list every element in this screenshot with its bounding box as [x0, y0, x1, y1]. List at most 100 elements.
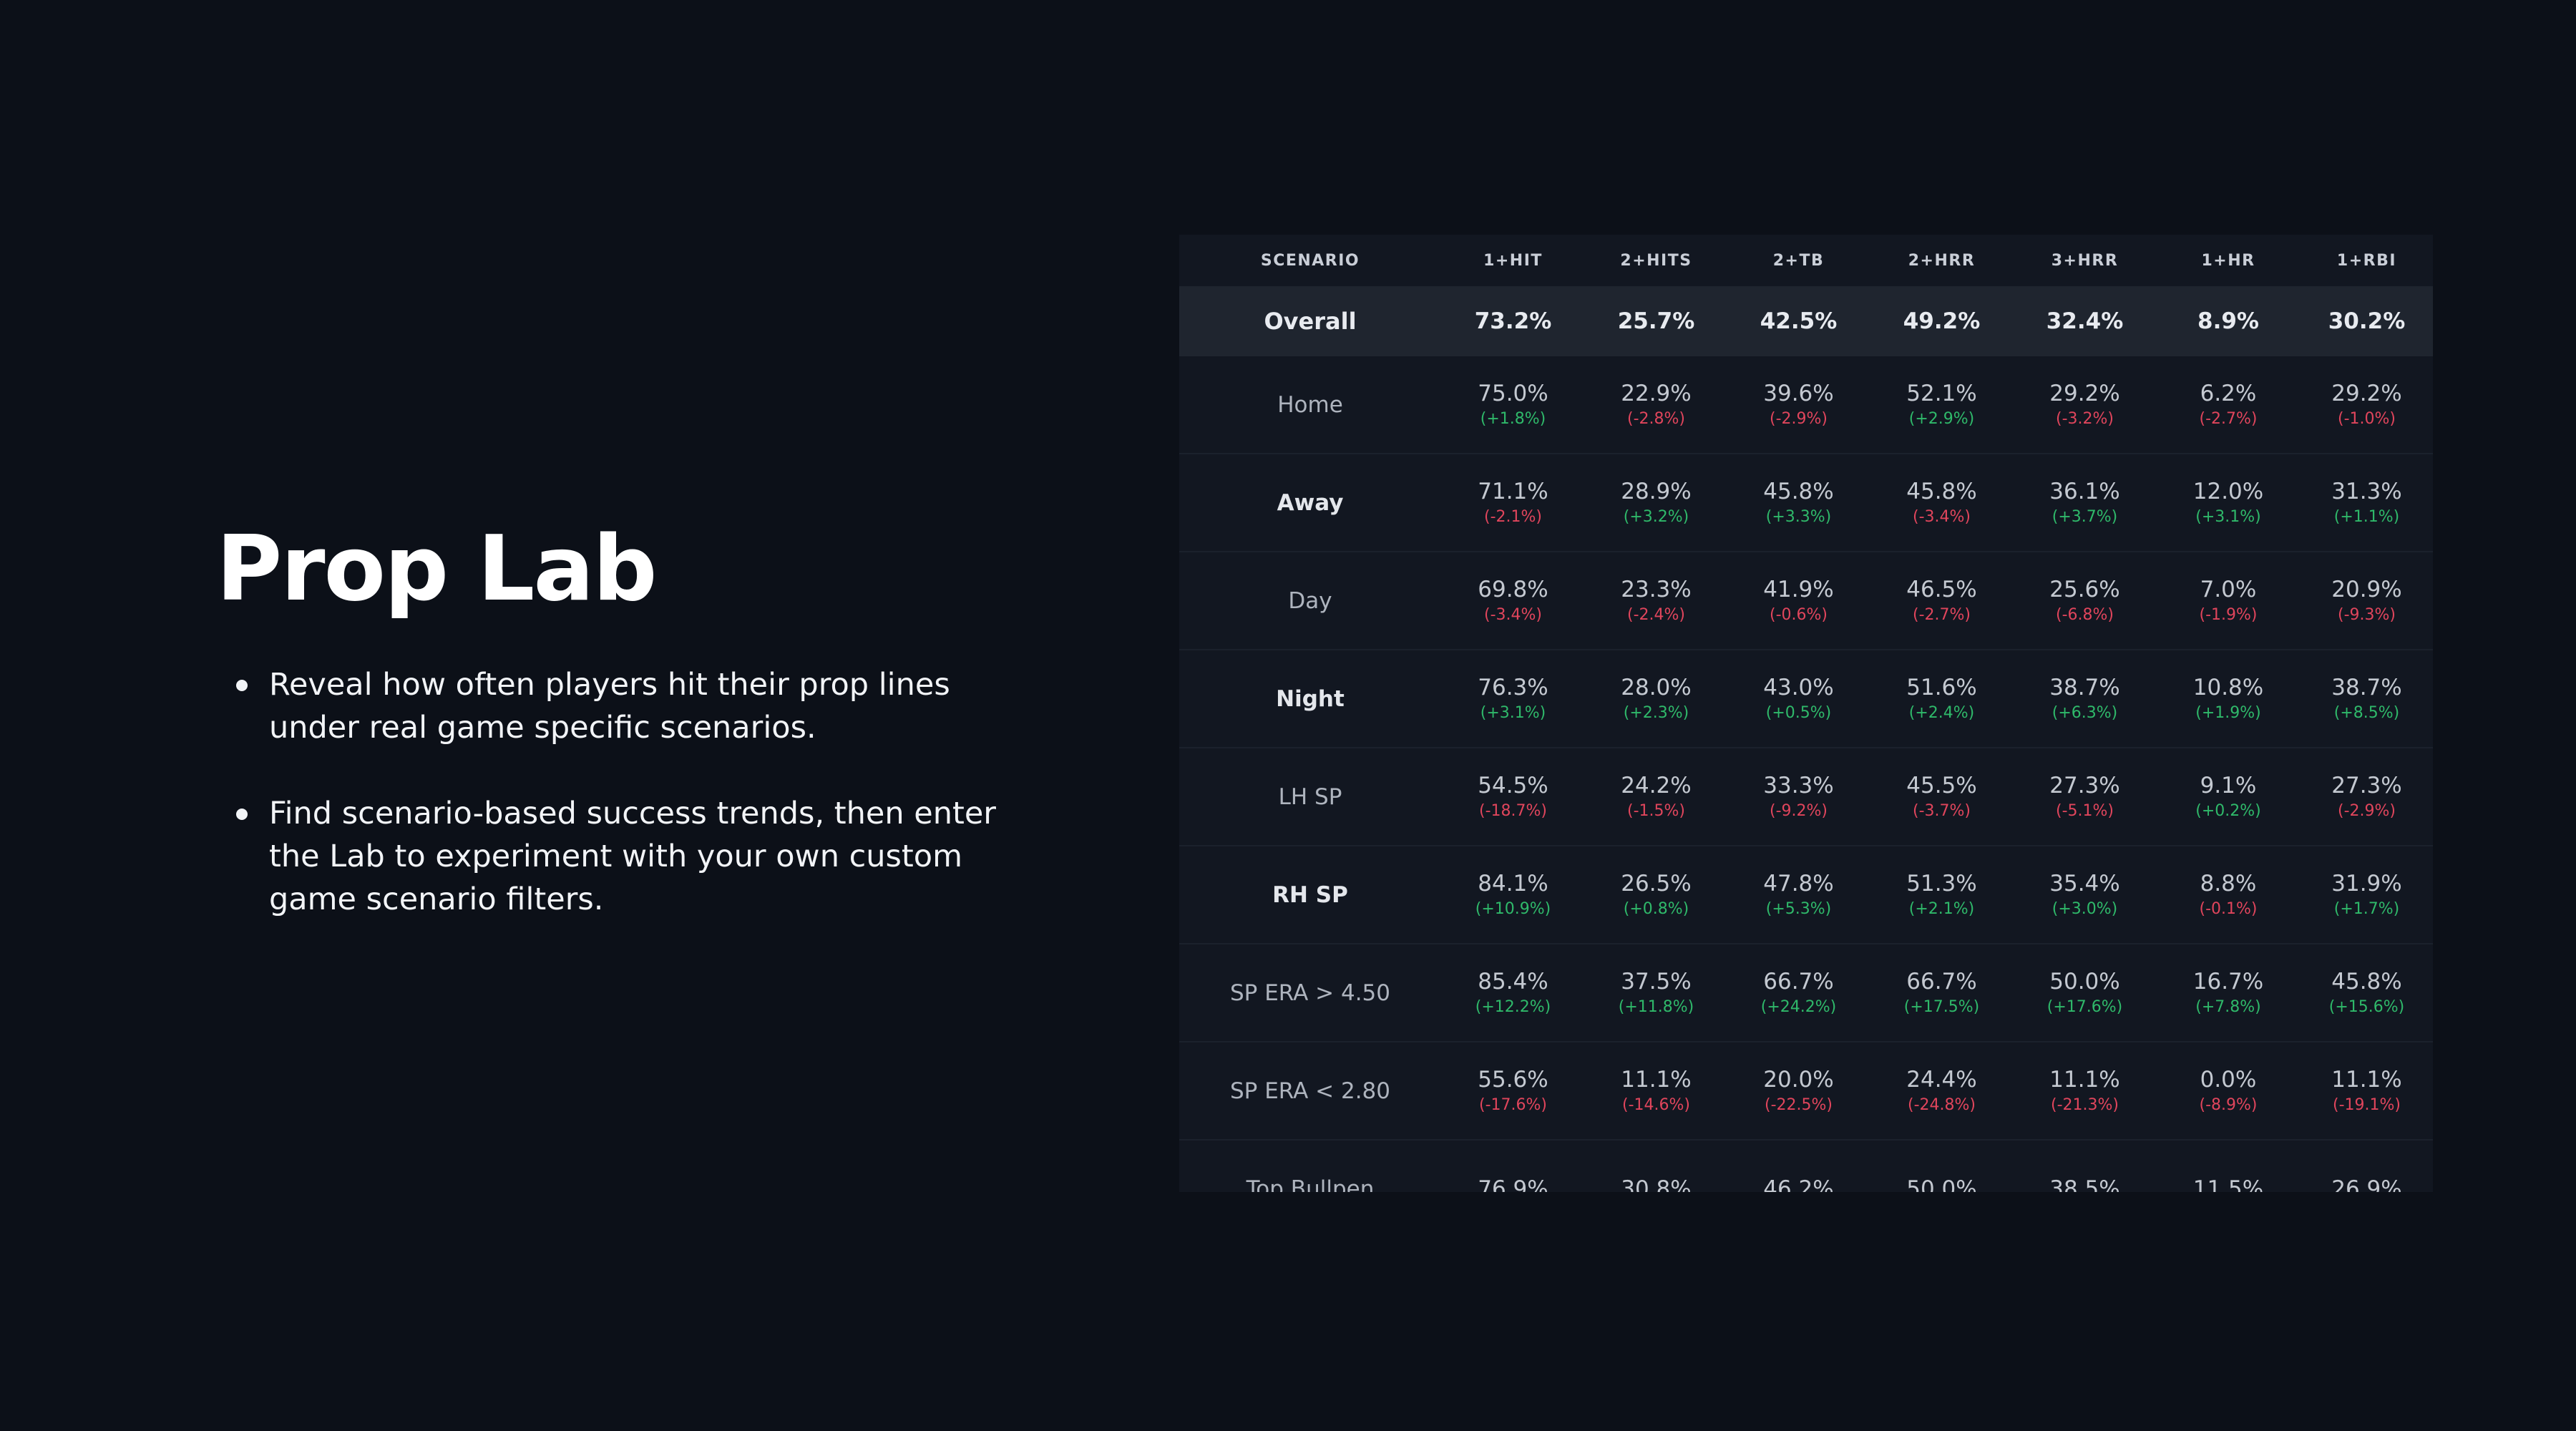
- delta-value: (+2.9%): [1908, 409, 1975, 428]
- table-cell: 31.9% (+1.7%): [2301, 869, 2433, 921]
- delta-value: (+7.8%): [2195, 997, 2261, 1016]
- rate-value: 26.9%: [2331, 1176, 2402, 1193]
- rate-value: 38.5%: [2049, 1176, 2120, 1193]
- rate-value: 45.8%: [2331, 968, 2402, 995]
- table-cell: 25.6% (-6.8%): [2014, 575, 2156, 627]
- delta-value: (+12.2%): [1475, 997, 1551, 1016]
- delta-value: (+0.5%): [1765, 703, 1832, 722]
- delta-value: (-0.6%): [1770, 605, 1828, 624]
- delta-value: (-3.4%): [1913, 507, 1971, 526]
- delta-value: (-14.6%): [1622, 1095, 1690, 1114]
- delta-value: (-21.3%): [2051, 1095, 2119, 1114]
- rate-value: 11.1%: [1621, 1066, 1692, 1093]
- scenario-label: RH SP: [1272, 881, 1348, 908]
- table-cell: 51.3% (+2.1%): [1870, 869, 2014, 921]
- table-cell: 24.2% (-1.5%): [1585, 771, 1727, 823]
- rate-value: 76.3%: [1478, 674, 1548, 700]
- rate-value: 23.3%: [1621, 576, 1692, 602]
- column-header[interactable]: 1+HR: [2201, 251, 2255, 270]
- rate-value: 36.1%: [2049, 478, 2120, 504]
- rate-value: 25.6%: [2049, 576, 2120, 602]
- feature-bullet: Reveal how often players hit their prop …: [216, 663, 1006, 749]
- table-cell: 29.2% (-3.2%): [2014, 379, 2156, 431]
- table-cell: 50.0% (+17.6%): [2014, 967, 2156, 1019]
- table-row[interactable]: Away 71.1% (-2.1%) 28.9% (+3.2%) 45.8% (+3.3%)…: [1179, 454, 2433, 552]
- table-cell: 7.0% (-1.9%): [2156, 575, 2301, 627]
- rate-value: 30.2%: [2328, 308, 2406, 334]
- rate-value: 27.3%: [2049, 772, 2120, 798]
- table-row[interactable]: Night 76.3% (+3.1%) 28.0% (+2.3%) 43.0% (+0.5%…: [1179, 650, 2433, 748]
- column-header[interactable]: 1+HIT: [1483, 251, 1543, 270]
- column-header[interactable]: 2+HRR: [1908, 251, 1976, 270]
- scenario-table: SCENARIO 1+HIT 2+HITS 2+TB 2+HRR 3+HRR 1…: [1179, 235, 2433, 1192]
- table-row[interactable]: RH SP 84.1% (+10.9%) 26.5% (+0.8%) 47.8% (+5.3…: [1179, 846, 2433, 944]
- table-cell: 75.0% (+1.8%): [1441, 379, 1585, 431]
- rate-value: 66.7%: [1906, 968, 1977, 995]
- delta-value: (-2.7%): [1913, 605, 1971, 624]
- table-cell: 38.7% (+8.5%): [2301, 673, 2433, 725]
- rate-value: 30.8%: [1621, 1176, 1692, 1193]
- rate-value: 12.0%: [2192, 478, 2264, 504]
- table-cell: 26.5% (+0.8%): [1585, 869, 1727, 921]
- table-cell: 50.0%: [1870, 1175, 2014, 1193]
- scenario-label: Day: [1288, 587, 1332, 614]
- delta-value: (+3.3%): [1765, 507, 1832, 526]
- rate-value: 46.2%: [1763, 1176, 1834, 1193]
- rate-value: 20.0%: [1763, 1066, 1834, 1093]
- table-row[interactable]: Home 75.0% (+1.8%) 22.9% (-2.8%) 39.6% (-2.9%)…: [1179, 356, 2433, 454]
- table-cell: 45.5% (-3.7%): [1870, 771, 2014, 823]
- table-cell: 41.9% (-0.6%): [1727, 575, 1870, 627]
- table-cell: 45.8% (+3.3%): [1727, 477, 1870, 529]
- column-header[interactable]: 1+RBI: [2336, 251, 2397, 270]
- overall-row[interactable]: Overall 73.2% 25.7% 42.5% 49.2% 32.4% 8.…: [1179, 286, 2433, 356]
- rate-value: 20.9%: [2331, 576, 2402, 602]
- rate-value: 45.8%: [1906, 478, 1977, 504]
- table-row[interactable]: LH SP 54.5% (-18.7%) 24.2% (-1.5%) 33.3% (-9.2…: [1179, 748, 2433, 846]
- delta-value: (+1.7%): [2333, 899, 2400, 918]
- table-cell: 28.0% (+2.3%): [1585, 673, 1727, 725]
- table-cell: 31.3% (+1.1%): [2301, 477, 2433, 529]
- delta-value: (-0.1%): [2199, 899, 2258, 918]
- table-cell: 11.1% (-19.1%): [2301, 1065, 2433, 1117]
- delta-value: (-6.8%): [2056, 605, 2114, 624]
- delta-value: (-1.9%): [2199, 605, 2258, 624]
- delta-value: (+3.7%): [2051, 507, 2118, 526]
- column-header[interactable]: 2+TB: [1772, 251, 1825, 270]
- table-cell: 26.9%: [2301, 1175, 2433, 1193]
- bullet-text: Reveal how often players hit their prop …: [269, 667, 950, 746]
- table-cell: 76.3% (+3.1%): [1441, 673, 1585, 725]
- rate-value: 45.8%: [1763, 478, 1834, 504]
- table-cell: 66.7% (+17.5%): [1870, 967, 2014, 1019]
- table-row[interactable]: SP ERA < 2.80 55.6% (-17.6%) 11.1% (-14.6%) 2…: [1179, 1042, 2433, 1141]
- delta-value: (+2.1%): [1908, 899, 1975, 918]
- rate-value: 51.6%: [1906, 674, 1977, 700]
- table-cell: 28.9% (+3.2%): [1585, 477, 1727, 529]
- scenario-label: SP ERA > 4.50: [1229, 980, 1390, 1006]
- table-row[interactable]: SP ERA > 4.50 85.4% (+12.2%) 37.5% (+11.8%) 6…: [1179, 944, 2433, 1042]
- table-cell: 43.0% (+0.5%): [1727, 673, 1870, 725]
- rate-value: 35.4%: [2049, 870, 2120, 897]
- rate-value: 50.0%: [2049, 968, 2120, 995]
- table-row[interactable]: Top Bullpen 76.9% 30.8% 46.2% 50.0% 38.5% 11.5…: [1179, 1141, 2433, 1193]
- delta-value: (+17.6%): [2046, 997, 2123, 1016]
- column-header[interactable]: 2+HITS: [1620, 251, 1692, 270]
- rate-value: 6.2%: [2200, 380, 2257, 406]
- rate-value: 33.3%: [1763, 772, 1834, 798]
- rate-value: 29.2%: [2331, 380, 2402, 406]
- table-body: Home 75.0% (+1.8%) 22.9% (-2.8%) 39.6% (-2.9%)…: [1179, 356, 2433, 1192]
- bullet-dot: [236, 680, 248, 691]
- rate-value: 32.4%: [2046, 308, 2124, 334]
- delta-value: (-18.7%): [1479, 801, 1547, 820]
- rate-value: 8.9%: [2197, 308, 2259, 334]
- table-cell: 47.8% (+5.3%): [1727, 869, 1870, 921]
- table-cell: 51.6% (+2.4%): [1870, 673, 2014, 725]
- table-row[interactable]: Day 69.8% (-3.4%) 23.3% (-2.4%) 41.9% (-0.6%) 4…: [1179, 552, 2433, 650]
- delta-value: (-2.9%): [1770, 409, 1828, 428]
- table-cell: 45.8% (+15.6%): [2301, 967, 2433, 1019]
- delta-value: (-3.2%): [2056, 409, 2114, 428]
- rate-value: 69.8%: [1478, 576, 1548, 602]
- rate-value: 84.1%: [1478, 870, 1548, 897]
- column-header[interactable]: 3+HRR: [2051, 251, 2119, 270]
- rate-value: 29.2%: [2049, 380, 2120, 406]
- rate-value: 10.8%: [2192, 674, 2264, 700]
